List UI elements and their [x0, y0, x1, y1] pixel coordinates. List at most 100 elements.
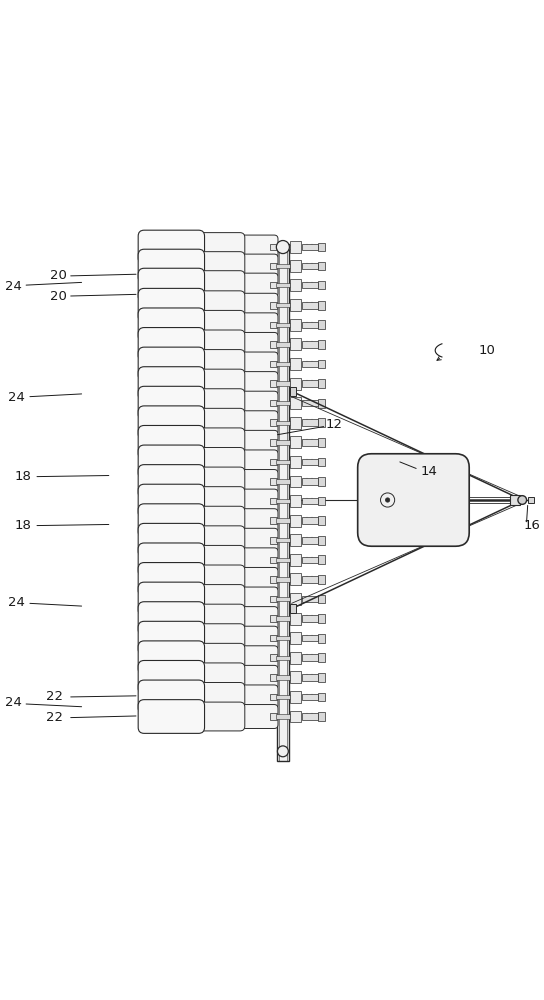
Bar — [270, 694, 277, 700]
Bar — [276, 323, 290, 327]
Bar — [276, 283, 290, 287]
Bar — [270, 478, 277, 485]
FancyBboxPatch shape — [138, 445, 205, 479]
Bar — [270, 361, 277, 367]
Bar — [270, 654, 277, 661]
FancyBboxPatch shape — [197, 526, 245, 555]
Text: 18: 18 — [14, 519, 32, 532]
Bar — [270, 557, 277, 563]
Bar — [276, 421, 290, 425]
FancyBboxPatch shape — [197, 310, 245, 339]
FancyBboxPatch shape — [197, 467, 245, 496]
Bar — [276, 264, 290, 268]
FancyBboxPatch shape — [240, 235, 278, 259]
FancyBboxPatch shape — [197, 389, 245, 418]
FancyBboxPatch shape — [240, 567, 278, 591]
Bar — [318, 360, 325, 368]
Bar — [270, 713, 277, 720]
Bar — [276, 714, 290, 719]
Bar — [290, 299, 301, 311]
Bar — [290, 652, 301, 664]
Circle shape — [385, 498, 390, 502]
Bar — [270, 498, 277, 504]
Bar — [290, 632, 301, 644]
Bar — [302, 282, 318, 288]
FancyBboxPatch shape — [197, 604, 245, 633]
Bar — [290, 279, 301, 291]
Circle shape — [277, 746, 288, 757]
Bar — [276, 499, 290, 503]
Bar — [276, 303, 290, 307]
FancyBboxPatch shape — [197, 624, 245, 653]
Bar — [270, 302, 277, 309]
FancyBboxPatch shape — [240, 607, 278, 631]
FancyBboxPatch shape — [197, 291, 245, 320]
Bar — [276, 381, 290, 386]
Bar — [302, 341, 318, 348]
Bar — [302, 537, 318, 544]
Bar — [276, 597, 290, 601]
Bar — [270, 459, 277, 465]
Bar — [302, 635, 318, 641]
Bar — [318, 262, 325, 270]
FancyBboxPatch shape — [197, 545, 245, 574]
Bar — [318, 379, 325, 388]
Bar — [270, 674, 277, 681]
FancyBboxPatch shape — [197, 702, 245, 731]
FancyBboxPatch shape — [197, 585, 245, 613]
FancyBboxPatch shape — [138, 328, 205, 361]
FancyBboxPatch shape — [197, 643, 245, 672]
Bar — [270, 419, 277, 426]
FancyBboxPatch shape — [138, 406, 205, 440]
Bar — [302, 244, 318, 250]
Bar — [302, 517, 318, 524]
FancyBboxPatch shape — [197, 350, 245, 378]
FancyBboxPatch shape — [138, 621, 205, 655]
Bar — [290, 534, 301, 546]
FancyBboxPatch shape — [240, 626, 278, 650]
Bar — [276, 675, 290, 680]
Bar — [290, 573, 301, 585]
FancyBboxPatch shape — [138, 504, 205, 538]
FancyBboxPatch shape — [240, 489, 278, 513]
Bar — [270, 380, 277, 387]
Bar — [302, 400, 318, 406]
Bar — [270, 263, 277, 269]
Bar — [318, 575, 325, 584]
Bar — [276, 636, 290, 640]
Bar — [270, 517, 277, 524]
FancyBboxPatch shape — [240, 293, 278, 317]
FancyBboxPatch shape — [197, 428, 245, 457]
Bar — [302, 498, 318, 504]
Bar — [318, 438, 325, 447]
Text: 18: 18 — [14, 470, 32, 483]
FancyBboxPatch shape — [197, 663, 245, 692]
Bar — [290, 515, 301, 527]
Bar — [290, 241, 301, 253]
Bar — [290, 338, 301, 350]
Bar — [318, 458, 325, 466]
Bar — [290, 495, 301, 507]
FancyBboxPatch shape — [138, 523, 205, 557]
FancyBboxPatch shape — [138, 465, 205, 498]
Bar — [318, 243, 325, 251]
FancyBboxPatch shape — [138, 582, 205, 616]
Bar — [318, 477, 325, 486]
Bar — [290, 604, 296, 613]
FancyBboxPatch shape — [240, 332, 278, 356]
Bar — [302, 439, 318, 446]
Text: 20: 20 — [50, 290, 67, 302]
Bar — [318, 281, 325, 289]
Bar — [318, 555, 325, 564]
Bar — [318, 497, 325, 505]
FancyBboxPatch shape — [240, 273, 278, 297]
FancyBboxPatch shape — [138, 347, 205, 381]
Bar — [290, 378, 301, 390]
Text: 22: 22 — [46, 711, 63, 724]
FancyBboxPatch shape — [138, 484, 205, 518]
Bar — [302, 713, 318, 720]
FancyBboxPatch shape — [138, 563, 205, 596]
FancyBboxPatch shape — [138, 543, 205, 577]
Text: 24: 24 — [8, 596, 25, 609]
FancyBboxPatch shape — [138, 700, 205, 733]
